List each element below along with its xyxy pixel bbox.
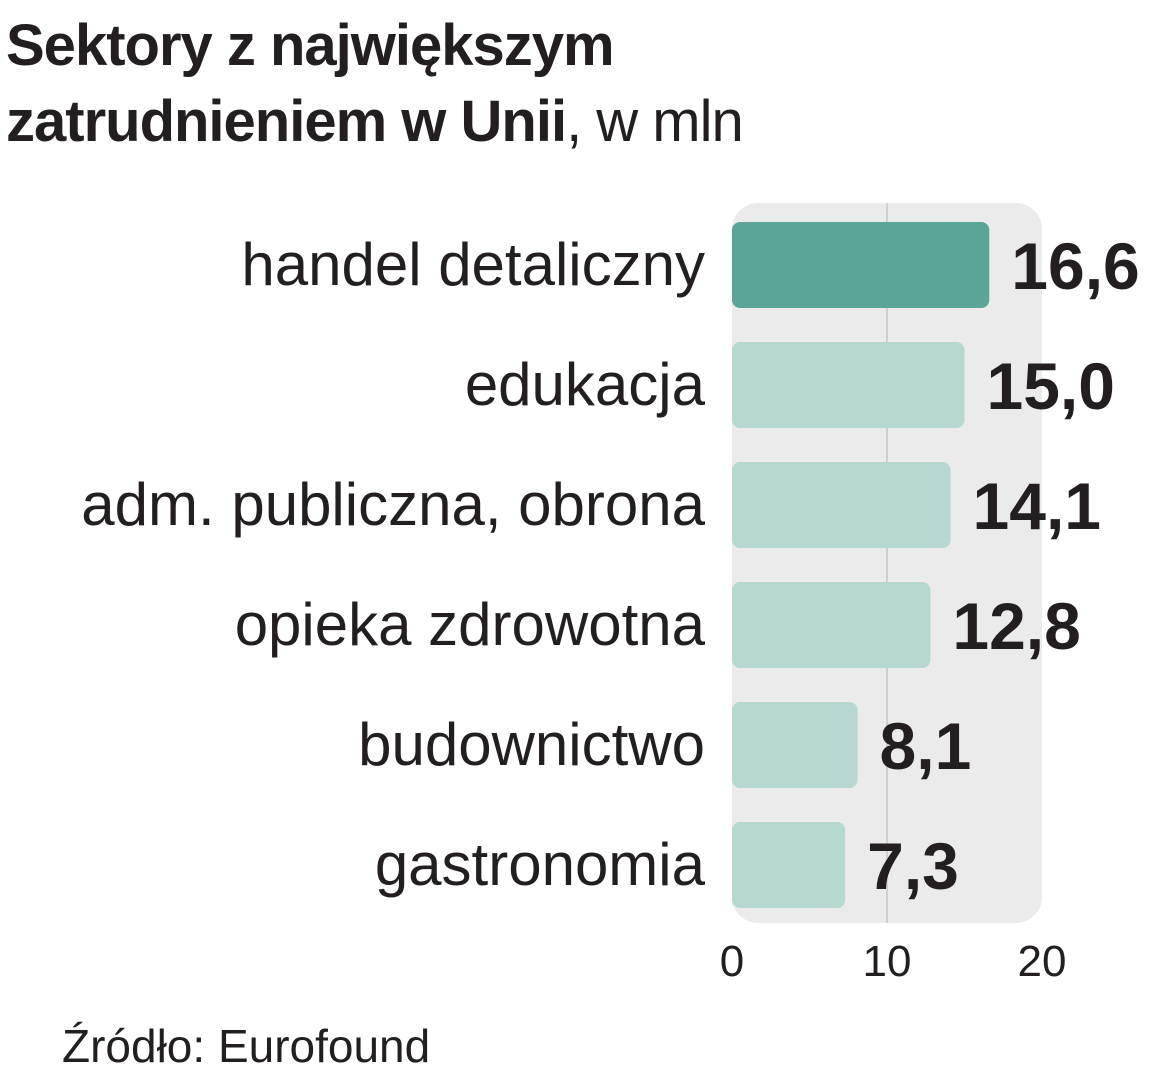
- title-unit: , w mln: [566, 89, 744, 154]
- category-label: adm. publiczna, obrona: [81, 471, 705, 538]
- title-line-2-text: zatrudnieniem w Unii: [6, 89, 567, 154]
- value-label: 14,1: [973, 469, 1101, 543]
- bar: [732, 702, 858, 788]
- value-label: 8,1: [880, 709, 972, 783]
- title-line-1: Sektory z największym: [6, 13, 615, 78]
- value-label: 12,8: [952, 589, 1080, 663]
- value-label: 16,6: [1011, 229, 1139, 303]
- bar: [732, 822, 846, 908]
- bar: [732, 222, 990, 308]
- category-label: budownictwo: [358, 711, 705, 778]
- bar: [732, 582, 931, 668]
- x-tick-label: 10: [863, 937, 912, 986]
- title-line-2: zatrudnieniem w Unii, w mln: [6, 84, 1146, 160]
- category-label: edukacja: [465, 351, 706, 418]
- category-label: handel detaliczny: [241, 231, 705, 298]
- value-label: 7,3: [867, 829, 959, 903]
- x-tick-label: 20: [1018, 937, 1067, 986]
- source-note: Źródło: Eurofound: [62, 1020, 431, 1072]
- bar: [732, 462, 951, 548]
- bar: [732, 342, 965, 428]
- x-tick-label: 0: [720, 937, 744, 986]
- category-label: opieka zdrowotna: [235, 591, 706, 658]
- value-label: 15,0: [987, 349, 1115, 423]
- chart-title: Sektory z największym zatrudnieniem w Un…: [6, 8, 1146, 160]
- category-label: gastronomia: [375, 831, 706, 898]
